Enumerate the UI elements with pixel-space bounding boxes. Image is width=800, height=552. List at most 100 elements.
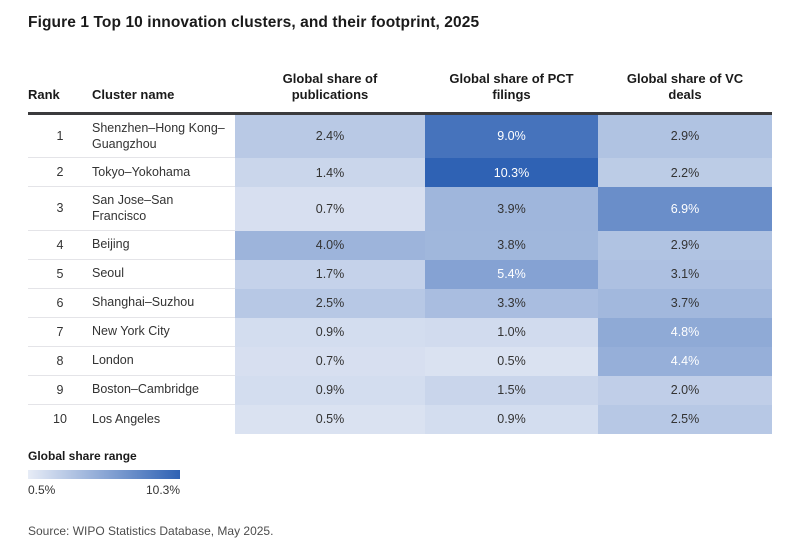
figure-title: Figure 1 Top 10 innovation clusters, and… xyxy=(28,14,480,31)
clusters-table: Rank Cluster name Global share of publicat… xyxy=(28,54,772,434)
cluster-name: Seoul xyxy=(92,260,235,289)
table-row: 6 Shanghai–Suzhou 2.5% 3.3% 3.7% xyxy=(28,288,772,318)
value-cell: 3.1% xyxy=(598,259,772,289)
cluster-name-text: Shanghai–Suzhou xyxy=(92,295,195,310)
value-cell: 6.9% xyxy=(598,187,772,231)
value-cell-text: 2.0% xyxy=(670,383,700,398)
value-cell-text: 0.9% xyxy=(315,383,345,398)
table-row: 8 London 0.7% 0.5% 4.4% xyxy=(28,346,772,376)
table-row: 9 Boston–Cambridge 0.9% 1.5% 2.0% xyxy=(28,375,772,405)
cluster-name: New York City xyxy=(92,318,235,347)
value-cell-text: 1.0% xyxy=(497,325,526,340)
value-cell: 2.9% xyxy=(598,114,772,159)
table-row: 2 Tokyo–Yokohama 1.4% 10.3% 2.2% xyxy=(28,158,772,188)
cluster-name: Los Angeles xyxy=(92,405,235,434)
table-row: 7 New York City 0.9% 1.0% 4.8% xyxy=(28,317,772,347)
cluster-name-text: San Jose–San Francisco xyxy=(92,193,174,224)
rank-value-text: 7 xyxy=(56,324,64,339)
value-cell: 1.7% xyxy=(235,259,425,289)
value-cell-text: 2.4% xyxy=(315,129,345,144)
value-cell-text: 4.0% xyxy=(315,238,345,253)
value-cell: 2.9% xyxy=(598,230,772,260)
rank-value: 9 xyxy=(28,376,92,405)
cluster-name: Tokyo–Yokohama xyxy=(92,158,235,188)
value-cell-text: 0.7% xyxy=(315,354,345,369)
value-cell-text: 3.8% xyxy=(497,238,526,253)
column-header-2: Global share of publications xyxy=(235,71,425,104)
column-header-3: Global share of PCT filings xyxy=(425,71,598,104)
value-cell-text: 3.1% xyxy=(670,267,700,282)
value-cell-text: 3.3% xyxy=(497,296,526,311)
value-cell-text: 0.9% xyxy=(497,412,526,427)
legend-min-label: 0.5% xyxy=(28,482,56,497)
cluster-name: London xyxy=(92,347,235,376)
rank-value: 2 xyxy=(28,158,92,188)
rank-value-text: 1 xyxy=(56,128,64,143)
legend-max-label: 10.3% xyxy=(145,482,180,497)
value-cell: 2.5% xyxy=(598,404,772,434)
cluster-name-text: Tokyo–Yokohama xyxy=(92,164,191,179)
value-cell: 5.4% xyxy=(425,259,598,289)
legend-labels: 0.5% 10.3% xyxy=(28,483,180,497)
value-cell-text: 3.7% xyxy=(670,296,700,311)
value-cell: 1.0% xyxy=(425,317,598,347)
column-header-label: Global share of VC deals xyxy=(626,71,744,103)
value-cell: 1.5% xyxy=(425,375,598,405)
value-cell-text: 2.5% xyxy=(670,412,700,427)
rank-value: 3 xyxy=(28,187,92,231)
cluster-name: Boston–Cambridge xyxy=(92,376,235,405)
value-cell: 4.0% xyxy=(235,230,425,260)
cluster-name-text: Beijing xyxy=(92,237,130,252)
legend-title: Global share range xyxy=(28,448,137,463)
header-rule xyxy=(28,111,772,115)
value-cell: 0.5% xyxy=(235,404,425,434)
value-cell-text: 9.0% xyxy=(497,129,526,144)
value-cell: 0.7% xyxy=(235,187,425,231)
value-cell-text: 2.9% xyxy=(670,238,700,253)
value-cell: 2.2% xyxy=(598,158,772,188)
value-cell-text: 1.4% xyxy=(315,165,345,180)
value-cell-text: 0.7% xyxy=(315,201,345,216)
value-cell-text: 4.4% xyxy=(670,354,700,369)
value-cell: 3.9% xyxy=(425,187,598,231)
rank-value: 6 xyxy=(28,289,92,318)
rank-value-text: 5 xyxy=(56,266,64,281)
cluster-name: Beijing xyxy=(92,231,235,260)
rank-value-text: 3 xyxy=(56,201,64,216)
value-cell-text: 0.5% xyxy=(315,412,345,427)
value-cell-text: 2.5% xyxy=(315,296,345,311)
cluster-name-text: Boston–Cambridge xyxy=(92,382,200,397)
table-row: 10 Los Angeles 0.5% 0.9% 2.5% xyxy=(28,404,772,434)
value-cell: 3.8% xyxy=(425,230,598,260)
value-cell: 0.9% xyxy=(235,375,425,405)
value-cell-text: 1.7% xyxy=(315,267,345,282)
source-note: Source: WIPO Statistics Database, May 20… xyxy=(28,523,274,538)
cluster-name-text: Seoul xyxy=(92,266,124,281)
value-cell: 4.8% xyxy=(598,317,772,347)
column-header-0: Rank xyxy=(28,87,92,103)
value-cell: 3.3% xyxy=(425,288,598,318)
rank-value: 10 xyxy=(28,405,92,434)
value-cell: 0.7% xyxy=(235,346,425,376)
cluster-name: Shenzhen–Hong Kong–Guangzhou xyxy=(92,115,235,159)
column-header-4: Global share of VC deals xyxy=(598,71,772,104)
column-header-label: Global share of PCT filings xyxy=(449,71,574,103)
rank-value: 8 xyxy=(28,347,92,376)
cluster-name: Shanghai–Suzhou xyxy=(92,289,235,318)
column-header-1: Cluster name xyxy=(92,87,235,103)
column-header-label: Global share of publications xyxy=(282,71,378,103)
table-body: 1 Shenzhen–Hong Kong–Guangzhou 2.4% 9.0% 2.9… xyxy=(28,114,772,434)
rank-value-text: 4 xyxy=(56,237,64,252)
value-cell: 9.0% xyxy=(425,114,598,159)
value-cell: 2.0% xyxy=(598,375,772,405)
rank-value-text: 10 xyxy=(53,412,67,427)
rank-value-text: 2 xyxy=(56,165,64,180)
rank-value: 4 xyxy=(28,231,92,260)
cluster-name-text: New York City xyxy=(92,324,170,339)
value-cell-text: 10.3% xyxy=(493,165,530,180)
rank-value-text: 6 xyxy=(56,295,64,310)
table-header-row: Rank Cluster name Global share of publicat… xyxy=(28,54,772,112)
rank-value: 1 xyxy=(28,115,92,159)
cluster-name: San Jose–San Francisco xyxy=(92,187,235,231)
figure-container: Figure 1 Top 10 innovation clusters, and… xyxy=(0,14,800,552)
